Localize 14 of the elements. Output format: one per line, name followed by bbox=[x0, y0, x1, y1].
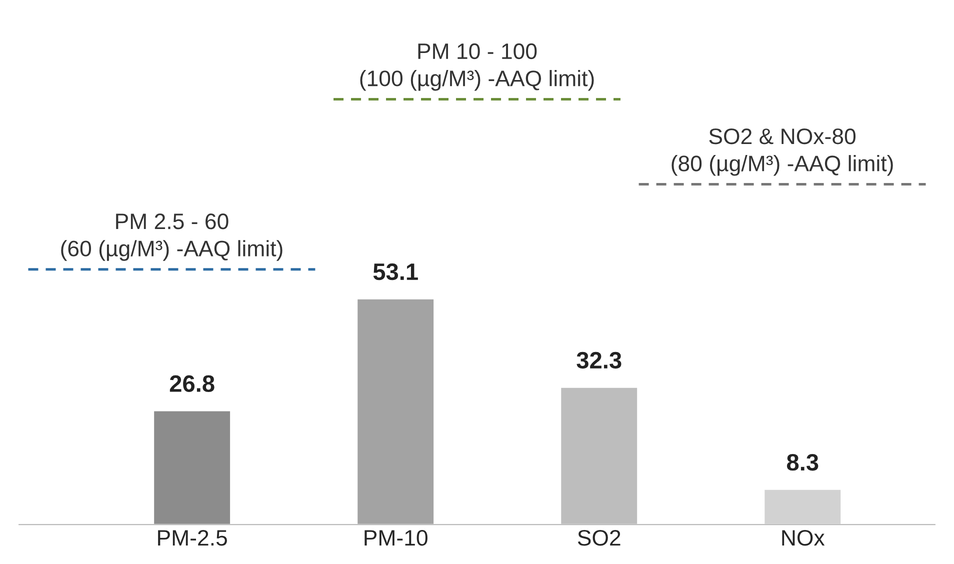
bar bbox=[763, 488, 842, 525]
data-label: 53.1 bbox=[373, 263, 418, 280]
data-label: 8.3 bbox=[786, 454, 818, 471]
data-label: 26.8 bbox=[170, 375, 214, 392]
x-tick-label: PM-10 bbox=[364, 530, 428, 546]
ref-line-label: PM 10 - 100 (100 (µg/M³) -AAQ limit) bbox=[360, 43, 594, 91]
bar bbox=[356, 298, 435, 525]
ref-line-label: SO2 & NOx-80 (80 (µg/M³) -AAQ limit) bbox=[672, 128, 893, 176]
x-tick-label: SO2 bbox=[578, 530, 620, 546]
ref-line-label: PM 2.5 - 60 (60 (µg/M³) -AAQ limit) bbox=[61, 214, 282, 261]
bar bbox=[152, 410, 232, 525]
x-tick-label: NOx bbox=[782, 530, 825, 546]
data-label: 32.3 bbox=[576, 352, 622, 369]
x-tick-label: PM-2.5 bbox=[158, 530, 227, 546]
